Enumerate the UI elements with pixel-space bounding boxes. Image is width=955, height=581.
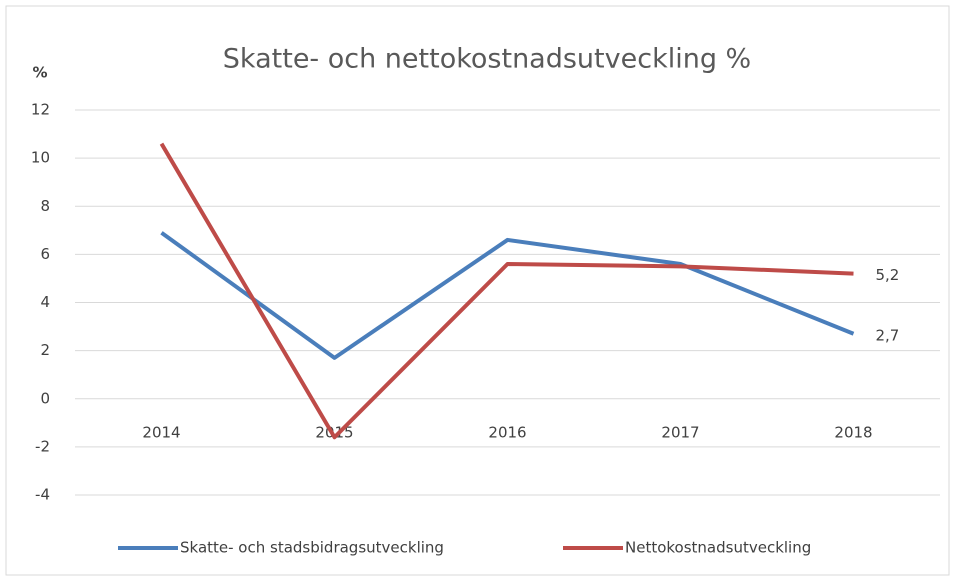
data-label: 5,2 [876, 266, 900, 284]
y-tick-label: 12 [31, 101, 50, 119]
y-tick-label: 10 [31, 149, 50, 167]
x-tick-label: 2016 [488, 423, 526, 441]
chart-title: Skatte- och nettokostnadsutveckling % [223, 44, 751, 75]
x-tick-label: 2014 [142, 423, 180, 441]
y-tick-label: 8 [40, 197, 50, 215]
legend-label: Nettokostnadsutveckling [625, 539, 811, 557]
legend-label: Skatte- och stadsbidragsutveckling [180, 539, 444, 557]
y-tick-label: -2 [35, 437, 50, 455]
y-tick-label: -4 [35, 486, 50, 504]
data-label: 2,7 [876, 326, 900, 344]
y-axis-label: % [32, 64, 47, 82]
line-series [160, 231, 855, 360]
x-tick-label: 2017 [661, 423, 699, 441]
y-tick-label: 6 [40, 245, 50, 263]
chart-border [5, 5, 950, 576]
y-tick-label: 4 [40, 293, 50, 311]
x-tick-label: 2018 [834, 423, 872, 441]
line-series [159, 142, 854, 440]
y-tick-label: 0 [40, 389, 50, 407]
y-tick-label: 2 [40, 341, 50, 359]
